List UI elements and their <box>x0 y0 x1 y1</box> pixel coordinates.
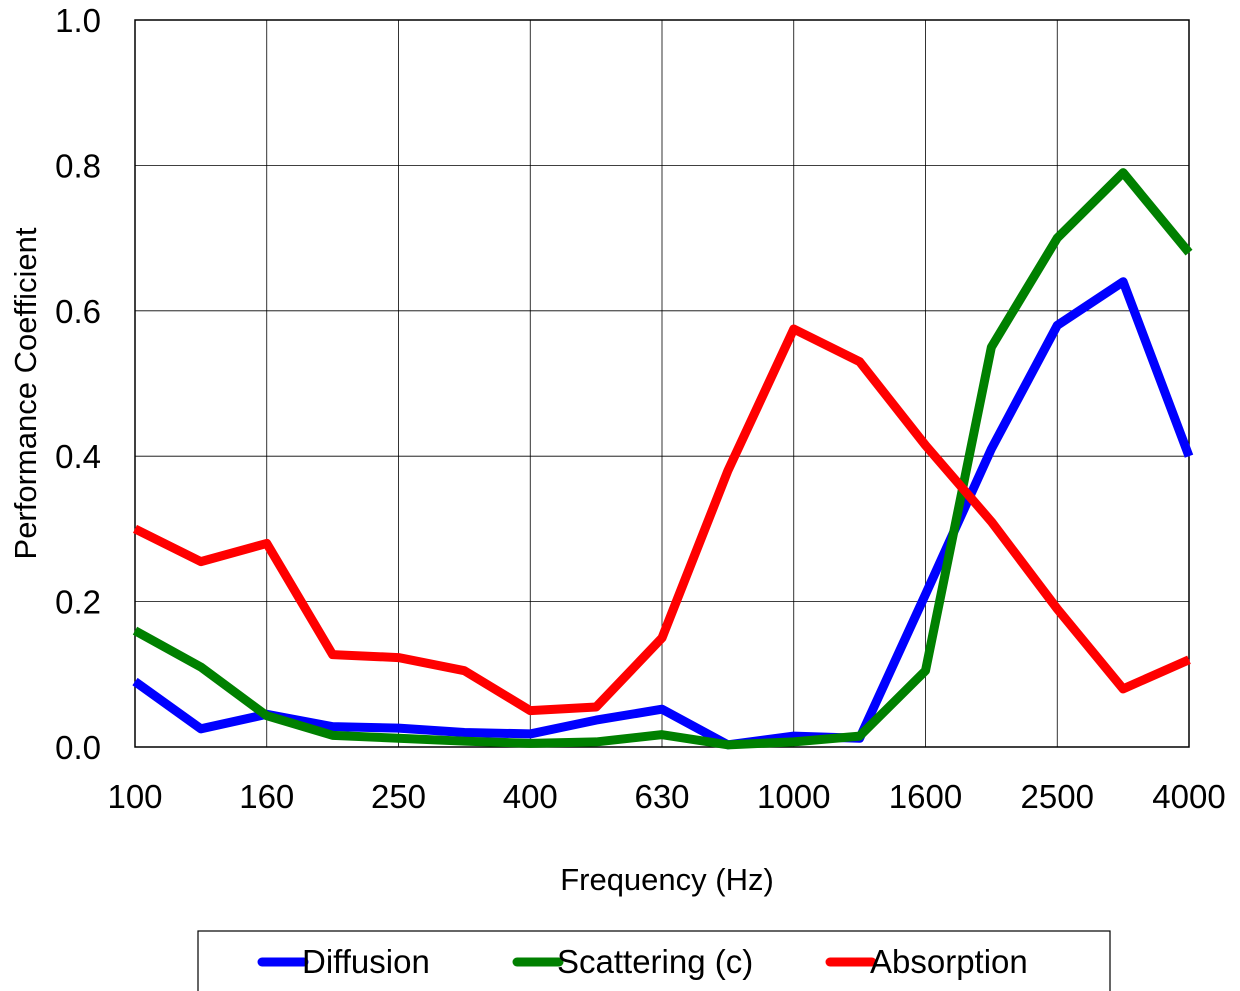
data-point <box>529 710 531 712</box>
series-diffusion <box>132 277 1194 750</box>
data-point <box>200 728 202 730</box>
data-point <box>266 542 268 544</box>
data-point <box>1188 455 1190 457</box>
y-axis-title: Performance Coefficient <box>8 227 43 559</box>
data-point <box>463 670 465 672</box>
data-point <box>859 361 861 363</box>
data-point <box>134 630 136 632</box>
series-absorption <box>132 324 1191 716</box>
data-point <box>990 346 992 348</box>
y-tick-label: 0.8 <box>55 147 101 184</box>
data-point <box>925 670 926 672</box>
series-layer <box>132 168 1194 750</box>
legend-entry: Scattering (c) <box>512 943 753 980</box>
legend-label: Scattering (c) <box>557 943 753 980</box>
y-tick-label: 0.6 <box>55 293 101 330</box>
data-point <box>793 741 795 743</box>
series-scattering-c <box>132 168 1193 750</box>
data-point <box>727 744 729 746</box>
data-point <box>1188 252 1190 254</box>
data-point <box>398 657 399 659</box>
data-point <box>200 666 202 668</box>
data-point <box>332 654 334 656</box>
legend-box <box>197 930 1111 991</box>
x-tick-label: 1600 <box>889 778 962 815</box>
x-tick-label: 160 <box>239 778 294 815</box>
data-point <box>134 681 136 683</box>
data-point <box>463 740 465 742</box>
data-point <box>463 731 465 733</box>
data-point <box>793 328 795 330</box>
data-point <box>1188 659 1190 661</box>
data-point <box>990 521 992 523</box>
data-point <box>332 734 334 736</box>
data-point <box>990 448 992 450</box>
data-point <box>134 528 136 530</box>
data-point <box>398 727 399 729</box>
data-point <box>529 742 531 744</box>
data-point <box>925 444 926 446</box>
x-axis-title: Frequency (Hz) <box>560 862 774 897</box>
y-tick-labels: 0.0 0.2 0.4 0.6 0.8 1.0 <box>55 2 101 766</box>
data-point <box>1122 688 1124 690</box>
plot-area <box>134 19 1190 748</box>
y-tick-label: 0.4 <box>55 438 101 475</box>
y-tick-label: 0.0 <box>55 729 101 766</box>
x-tick-label: 2500 <box>1021 778 1094 815</box>
data-point <box>595 741 597 743</box>
data-point <box>200 561 202 563</box>
data-point <box>595 706 597 708</box>
data-point <box>266 715 268 717</box>
x-tick-labels: 100 160 250 400 630 1000 1600 2500 4000 <box>107 778 1225 815</box>
legend-entry: Diffusion <box>257 943 430 980</box>
data-point <box>1056 324 1058 326</box>
legend-label: Diffusion <box>302 943 430 980</box>
data-point <box>1122 281 1124 283</box>
y-tick-label: 0.2 <box>55 584 101 621</box>
data-point <box>661 734 663 736</box>
data-point <box>661 708 663 710</box>
legend-entry: Absorption <box>825 943 1028 980</box>
data-point <box>793 735 795 737</box>
legend: Diffusion Scattering (c) Absorption <box>197 930 1111 991</box>
x-tick-label: 630 <box>634 778 689 815</box>
data-point <box>661 637 663 639</box>
x-tick-label: 4000 <box>1152 778 1225 815</box>
x-tick-label: 400 <box>503 778 558 815</box>
data-point <box>1122 172 1124 174</box>
data-point <box>1056 608 1058 610</box>
x-tick-label: 250 <box>371 778 426 815</box>
x-tick-label: 100 <box>107 778 162 815</box>
data-point <box>595 719 597 721</box>
data-point <box>925 593 926 595</box>
data-point <box>1056 237 1058 239</box>
data-point <box>727 470 729 472</box>
legend-label: Absorption <box>870 943 1028 980</box>
data-point <box>529 733 531 735</box>
y-tick-label: 1.0 <box>55 2 101 39</box>
x-tick-label: 1000 <box>757 778 830 815</box>
data-point <box>398 737 399 739</box>
data-point <box>332 726 334 728</box>
data-point <box>859 735 861 737</box>
